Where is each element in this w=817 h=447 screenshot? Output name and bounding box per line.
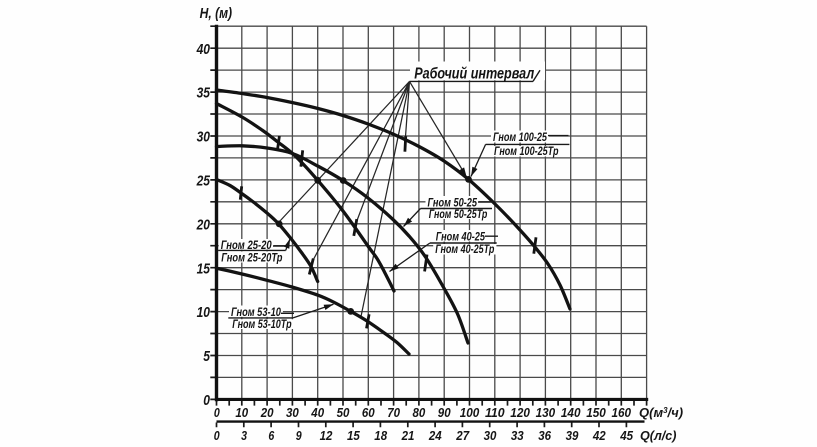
svg-text:10: 10 (197, 304, 211, 321)
svg-text:Гном 100-25Тр: Гном 100-25Тр (494, 144, 559, 158)
svg-text:35: 35 (197, 85, 211, 102)
svg-text:10: 10 (235, 405, 248, 420)
svg-text:Q(м3/ч): Q(м3/ч) (639, 405, 683, 420)
svg-text:25: 25 (196, 173, 211, 190)
svg-text:60: 60 (362, 405, 375, 420)
svg-text:36: 36 (538, 428, 551, 443)
svg-text:0: 0 (214, 405, 221, 420)
svg-text:140: 140 (561, 405, 581, 420)
svg-text:40: 40 (196, 41, 211, 58)
svg-text:20: 20 (196, 216, 211, 233)
svg-text:12: 12 (320, 428, 333, 443)
svg-text:27: 27 (455, 428, 469, 443)
svg-text:Гном 50-25: Гном 50-25 (428, 195, 478, 209)
svg-text:0: 0 (214, 428, 221, 443)
svg-text:21: 21 (401, 428, 415, 443)
svg-text:6: 6 (268, 428, 275, 443)
svg-text:130: 130 (536, 405, 556, 420)
svg-text:30: 30 (197, 129, 211, 146)
svg-text:3: 3 (241, 428, 248, 443)
svg-text:160: 160 (612, 405, 632, 420)
svg-text:Гном 100-25: Гном 100-25 (493, 130, 547, 144)
svg-text:5: 5 (203, 348, 210, 365)
svg-text:39: 39 (566, 428, 579, 443)
svg-text:0: 0 (203, 392, 210, 409)
svg-text:Рабочий интервал: Рабочий интервал (414, 65, 534, 82)
svg-text:110: 110 (485, 405, 505, 420)
svg-text:15: 15 (197, 260, 211, 277)
svg-text:H, (м): H, (м) (200, 5, 233, 22)
svg-text:20: 20 (260, 405, 274, 420)
svg-text:100: 100 (460, 405, 480, 420)
svg-text:40: 40 (310, 405, 324, 420)
svg-text:120: 120 (510, 405, 530, 420)
svg-text:Гном 40-25: Гном 40-25 (436, 229, 486, 243)
svg-text:18: 18 (374, 428, 387, 443)
svg-text:Гном 40-25Тр: Гном 40-25Тр (435, 242, 494, 256)
svg-text:90: 90 (438, 405, 451, 420)
svg-text:80: 80 (413, 405, 426, 420)
svg-text:Гном 53-10Тр: Гном 53-10Тр (232, 317, 291, 331)
svg-text:Гном 25-20Тр: Гном 25-20Тр (221, 250, 282, 264)
svg-text:Гном 53-10: Гном 53-10 (231, 305, 281, 319)
svg-text:9: 9 (296, 428, 303, 443)
svg-text:70: 70 (387, 405, 400, 420)
svg-text:33: 33 (511, 428, 524, 443)
svg-text:45: 45 (619, 428, 633, 443)
svg-text:42: 42 (592, 428, 606, 443)
svg-text:50: 50 (337, 405, 350, 420)
svg-text:30: 30 (286, 405, 299, 420)
svg-text:15: 15 (347, 428, 360, 443)
svg-text:Q(л/с): Q(л/с) (640, 428, 677, 443)
svg-text:Гном 50-25Тр: Гном 50-25Тр (429, 207, 488, 221)
svg-text:Гном 25-20: Гном 25-20 (221, 238, 272, 252)
svg-text:30: 30 (484, 428, 497, 443)
svg-text:150: 150 (586, 405, 606, 420)
svg-text:24: 24 (428, 428, 442, 443)
